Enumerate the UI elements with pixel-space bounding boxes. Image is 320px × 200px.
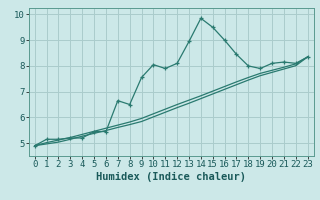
X-axis label: Humidex (Indice chaleur): Humidex (Indice chaleur) <box>96 172 246 182</box>
